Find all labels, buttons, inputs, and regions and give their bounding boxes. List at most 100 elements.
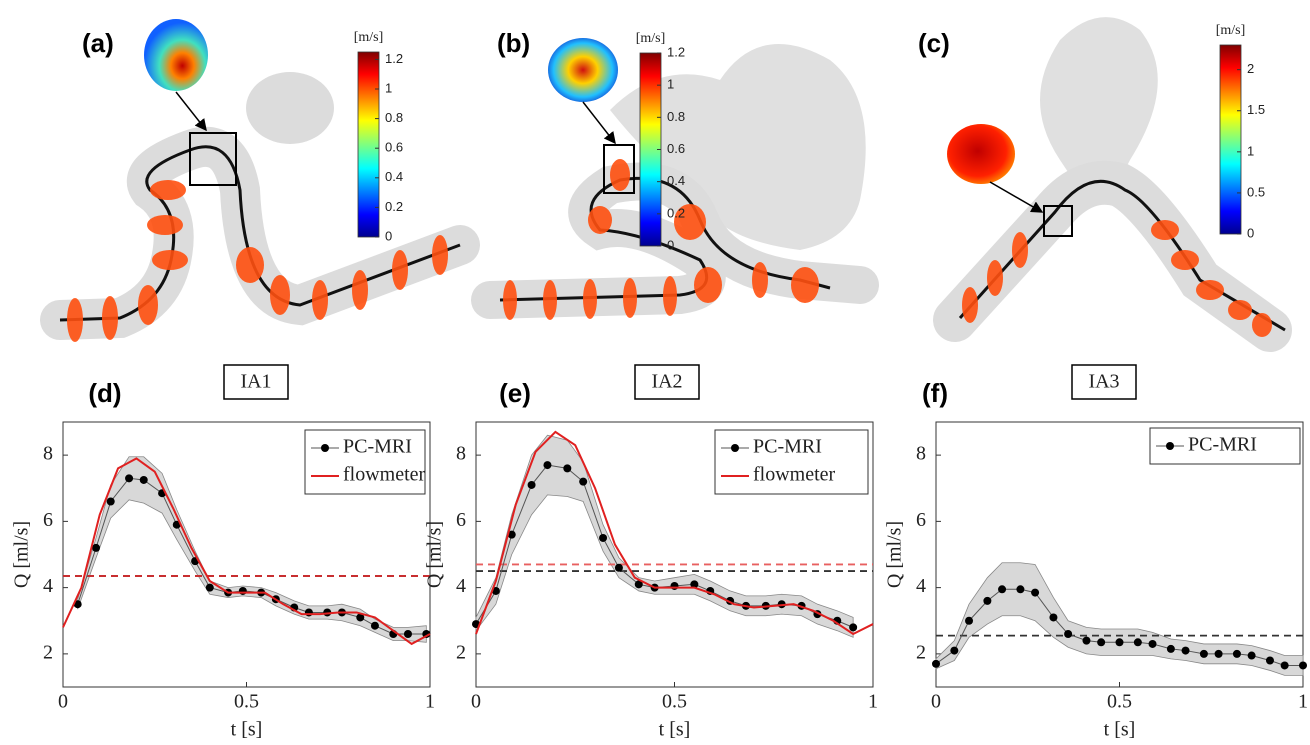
- panel-caption: IA1: [240, 371, 271, 393]
- x-tick-label: 0: [58, 691, 68, 713]
- legend-marker: [1166, 442, 1174, 450]
- data-point: [1016, 585, 1025, 594]
- series-line: [475, 430, 874, 636]
- y-tick-label: 8: [43, 443, 53, 465]
- data-point: [1148, 639, 1157, 648]
- data-point: [965, 616, 974, 625]
- data-point: [1031, 588, 1040, 597]
- data-point: [403, 630, 412, 638]
- legend-label: PC-MRI: [343, 436, 412, 458]
- colorbar-tick-label: 1: [385, 80, 392, 95]
- data-point: [527, 480, 536, 489]
- data-point: [92, 543, 101, 552]
- panel-label: (f): [922, 378, 948, 408]
- data-point: [950, 646, 959, 655]
- panel-label: (d): [88, 378, 121, 408]
- panel-label: (a): [82, 28, 114, 58]
- colorbar-tick-label: 1.2: [667, 44, 685, 59]
- data-point: [1082, 636, 1091, 645]
- x-tick-label: 1: [1298, 691, 1308, 713]
- x-tick-label: 1: [425, 691, 435, 713]
- y-tick-label: 8: [916, 443, 926, 465]
- y-axis-label: Q [ml/s]: [424, 521, 446, 588]
- data-point: [238, 586, 247, 595]
- data-point: [670, 581, 679, 590]
- data-point: [1181, 646, 1190, 655]
- legend-label: PC-MRI: [1188, 434, 1257, 456]
- colorbar-unit: [m/s]: [1216, 23, 1246, 38]
- panel-caption: IA2: [651, 371, 682, 393]
- data-point: [563, 464, 572, 473]
- colorbar-tick-label: 0.6: [385, 140, 403, 155]
- data-point: [1064, 630, 1073, 638]
- x-axis-label: t [s]: [231, 719, 263, 741]
- y-tick-label: 4: [916, 575, 926, 597]
- panel-caption: IA3: [1088, 371, 1119, 393]
- colorbar-tick-label: 0.4: [385, 169, 403, 184]
- y-tick-label: 4: [43, 575, 53, 597]
- x-tick-label: 0: [931, 691, 941, 713]
- data-point: [599, 533, 608, 542]
- colorbar-tick-label: 0: [385, 228, 392, 243]
- panel-label: (b): [497, 28, 530, 58]
- data-point: [932, 659, 940, 668]
- data-point: [1280, 661, 1289, 670]
- data-point: [1133, 638, 1142, 647]
- colorbar-tick-label: 0: [1247, 225, 1254, 240]
- legend-marker: [321, 444, 329, 452]
- colorbar-unit: [m/s]: [354, 30, 384, 45]
- data-point: [507, 530, 516, 539]
- data-point: [1115, 638, 1124, 647]
- colorbar-tick-label: 0.8: [667, 109, 685, 124]
- data-point: [849, 623, 858, 632]
- colorbar-tick-label: 1: [667, 77, 674, 92]
- data-point: [983, 596, 992, 605]
- caption-box: [634, 364, 700, 400]
- data-point: [634, 580, 643, 589]
- legend-label: flowmeter: [343, 464, 426, 486]
- colorbar-tick-label: 0.6: [667, 141, 685, 156]
- data-point: [1166, 644, 1175, 653]
- data-point: [1214, 649, 1223, 658]
- y-tick-label: 2: [916, 641, 926, 663]
- colorbar-unit: [m/s]: [636, 31, 666, 46]
- y-tick-label: 6: [916, 509, 926, 531]
- data-point: [1097, 638, 1106, 647]
- data-point: [614, 563, 623, 572]
- legend-label: flowmeter: [753, 464, 836, 486]
- data-point: [356, 613, 365, 622]
- y-tick-label: 2: [456, 641, 466, 663]
- x-tick-label: 0.5: [662, 691, 687, 713]
- panel-label: (c): [918, 28, 950, 58]
- data-point: [690, 580, 699, 589]
- data-point: [1049, 613, 1058, 622]
- x-tick-label: 1: [868, 691, 878, 713]
- panel-label: (e): [499, 378, 531, 408]
- vessel-b: [471, 38, 879, 320]
- y-tick-label: 2: [43, 641, 53, 663]
- data-point: [579, 477, 588, 486]
- caption-box: [223, 364, 289, 400]
- colorbar-tick-label: 0.2: [667, 205, 685, 220]
- y-tick-label: 6: [456, 509, 466, 531]
- colorbar-tick-label: 1: [1247, 143, 1254, 158]
- colorbar-tick-label: 0.4: [667, 173, 685, 188]
- y-tick-label: 8: [456, 443, 466, 465]
- data-point: [106, 497, 115, 506]
- x-tick-label: 0.5: [1107, 691, 1132, 713]
- legend-marker: [731, 444, 739, 452]
- colorbar-tick-label: 1.5: [1247, 102, 1265, 117]
- x-axis-label: t [s]: [1104, 719, 1136, 741]
- x-tick-label: 0.5: [234, 691, 259, 713]
- series-line: [62, 457, 431, 646]
- data-point: [370, 621, 379, 630]
- data-point: [1232, 649, 1241, 658]
- x-tick-label: 0: [471, 691, 481, 713]
- colorbar: [357, 51, 380, 238]
- data-point: [304, 608, 313, 617]
- data-point: [139, 475, 148, 484]
- y-tick-label: 6: [43, 509, 53, 531]
- caption-box: [1071, 364, 1137, 400]
- colorbar-tick-label: 0.5: [1247, 184, 1265, 199]
